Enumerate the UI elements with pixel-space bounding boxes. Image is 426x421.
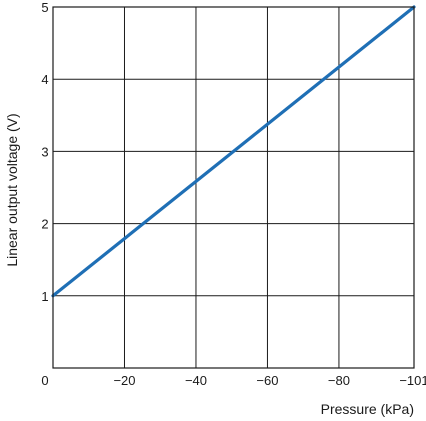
x-tick-label: −60 <box>256 373 278 388</box>
x-tick-label: −40 <box>185 373 207 388</box>
x-tick-label: −80 <box>328 373 350 388</box>
x-tick-label: −101 <box>399 373 426 388</box>
y-tick-label: 4 <box>41 72 48 87</box>
x-tick-label: −20 <box>113 373 135 388</box>
plot-frame <box>52 6 415 369</box>
voltage-series-line <box>51 5 416 298</box>
y-axis-ticks: 1 2 3 4 5 <box>41 0 48 304</box>
y-axis-title: Linear output voltage (V) <box>4 113 20 266</box>
y-tick-label: 3 <box>41 144 48 159</box>
y-tick-label: 1 <box>41 289 48 304</box>
y-tick-label: 5 <box>41 0 48 15</box>
series-lines <box>51 5 416 298</box>
plot-border <box>52 6 415 369</box>
x-tick-label: 0 <box>41 373 48 388</box>
x-axis-title: Pressure (kPa) <box>321 401 414 417</box>
grid-lines <box>53 7 414 368</box>
y-tick-label: 2 <box>41 217 48 232</box>
x-axis-ticks: 0 −20 −40 −60 −80 −101 <box>41 373 426 388</box>
